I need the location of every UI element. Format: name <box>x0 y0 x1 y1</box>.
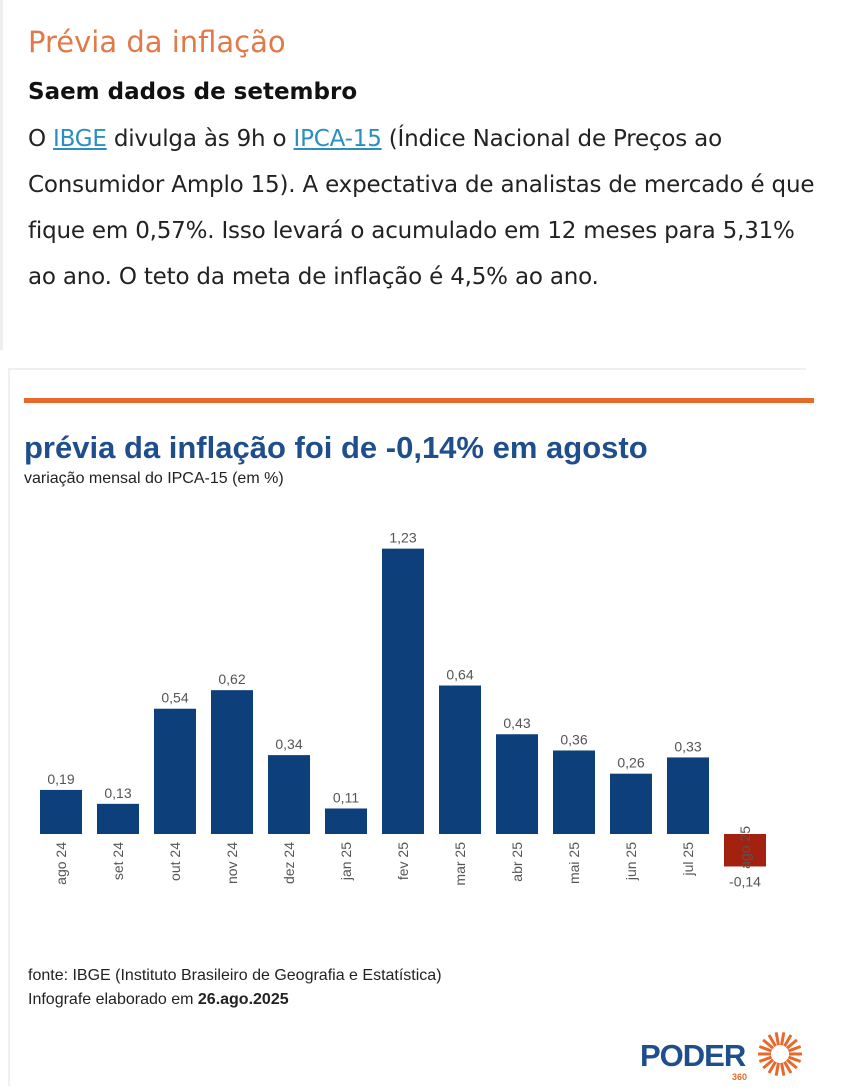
chart-card: prévia da inflação foi de -0,14% em agos… <box>8 368 814 1086</box>
x-tick-label: ago 24 <box>53 842 69 885</box>
x-tick-label: ago 25 <box>737 826 753 869</box>
data-label: 0,13 <box>104 785 131 801</box>
x-tick-label: abr 25 <box>509 842 525 882</box>
data-label: 0,43 <box>503 715 530 731</box>
bar <box>382 548 424 834</box>
ipca15-link[interactable]: IPCA-15 <box>293 126 382 152</box>
sun-ray <box>787 1055 802 1063</box>
date-prefix: Infografe elaborado em <box>28 991 198 1008</box>
bar <box>325 808 367 834</box>
sun-ray <box>774 1032 780 1046</box>
sun-ray <box>767 1034 777 1047</box>
data-label: 0,26 <box>617 755 644 771</box>
bar <box>439 685 481 834</box>
sun-ray <box>787 1045 802 1053</box>
data-label: 0,54 <box>161 690 188 706</box>
chart-source: fonte: IBGE (Instituto Brasileiro de Geo… <box>28 964 442 1012</box>
article-edge <box>0 0 3 350</box>
bar <box>724 834 766 867</box>
article-kicker: Prévia da inflação <box>28 25 286 59</box>
x-tick-label: jul 25 <box>680 842 696 877</box>
article-section: Prévia da inflação Saem dados de setembr… <box>0 0 866 350</box>
x-tick-label: jan 25 <box>338 842 354 881</box>
sun-ray <box>762 1058 775 1070</box>
sun-ray <box>785 1038 798 1050</box>
ibge-link[interactable]: IBGE <box>53 126 107 152</box>
data-label: 1,23 <box>389 530 416 546</box>
sun-ray <box>762 1038 775 1050</box>
data-label: 0,19 <box>47 771 74 787</box>
x-tick-label: jun 25 <box>623 842 639 881</box>
sun-ray <box>758 1045 773 1053</box>
x-tick-label: nov 24 <box>224 842 240 884</box>
x-tick-label: mai 25 <box>566 842 582 884</box>
bar <box>667 757 709 834</box>
sun-ray <box>783 1061 793 1074</box>
body-text-3: (Índice Nacional de Preços ao Consumidor… <box>28 126 815 290</box>
bar-chart: 0,19 ago 24 0,13 set 24 0,54 out 24 0,62 nov 24… <box>40 530 766 889</box>
x-tick-label: set 24 <box>110 842 126 880</box>
sun-ray <box>774 1062 780 1076</box>
body-text-1: O <box>28 126 54 152</box>
sun-ray <box>780 1062 786 1076</box>
body-text-2: divulga às 9h o <box>106 126 294 152</box>
data-label: 0,33 <box>674 738 701 754</box>
sun-icon <box>758 1032 802 1076</box>
x-tick-label: mar 25 <box>452 842 468 886</box>
data-label: 0,36 <box>560 731 587 747</box>
bar <box>211 690 253 834</box>
sun-ray <box>785 1058 798 1070</box>
bar <box>40 789 82 834</box>
data-label: 0,62 <box>218 671 245 687</box>
logo-wordmark: PODER <box>640 1038 746 1073</box>
x-tick-label: fev 25 <box>395 842 411 880</box>
accent-line <box>24 398 814 403</box>
sun-ray <box>758 1055 773 1063</box>
x-tick-label: dez 24 <box>281 842 297 884</box>
article-headline: Saem dados de setembro <box>28 79 358 105</box>
date-value: 26.ago.2025 <box>197 991 289 1008</box>
x-tick-label: out 24 <box>167 842 183 881</box>
source-text: fonte: IBGE (Instituto Brasileiro de Geo… <box>28 967 442 984</box>
data-label: -0,14 <box>729 873 761 889</box>
bar <box>610 773 652 834</box>
sun-ray <box>767 1061 777 1074</box>
bar <box>154 708 196 834</box>
data-label: 0,64 <box>446 667 473 683</box>
data-label: 0,34 <box>275 736 302 752</box>
data-label: 0,11 <box>333 789 359 805</box>
bar <box>97 803 139 834</box>
chart-title: prévia da inflação foi de -0,14% em agos… <box>24 430 648 465</box>
poder360-logo: PODER 360 <box>640 1032 802 1082</box>
sun-ray <box>783 1034 793 1047</box>
bar <box>268 755 310 834</box>
article-body: O IBGE divulga às 9h o IPCA-15 (Índice N… <box>28 116 828 300</box>
logo-subtext: 360 <box>732 1072 747 1082</box>
chart-subtitle: variação mensal do IPCA-15 (em %) <box>24 470 284 487</box>
bar <box>496 734 538 834</box>
sun-ray <box>780 1032 786 1046</box>
bar <box>553 750 595 834</box>
